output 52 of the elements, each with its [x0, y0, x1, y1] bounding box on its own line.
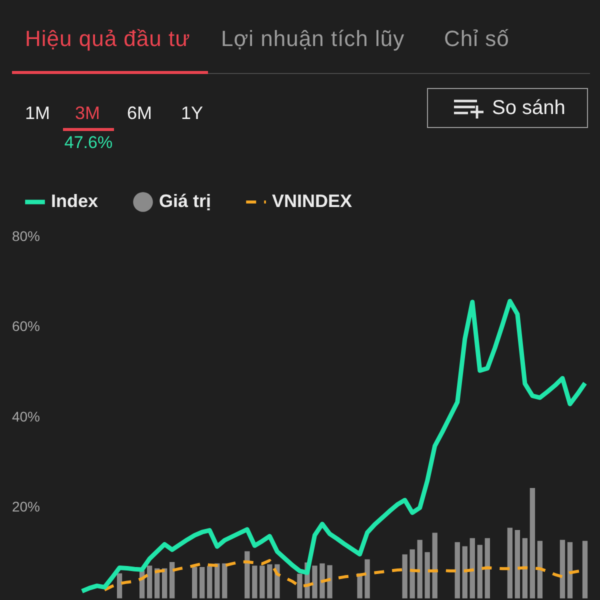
bar — [462, 546, 468, 598]
text: 3M — [75, 102, 100, 124]
bar — [530, 488, 536, 598]
y-tick-label: 40% — [12, 408, 40, 424]
bar — [260, 566, 265, 598]
bar — [192, 566, 198, 598]
bar — [116, 573, 122, 598]
bar — [470, 538, 475, 598]
bar — [327, 565, 332, 598]
bar — [484, 538, 490, 598]
bar — [297, 574, 302, 598]
text: Lợi nhuận tích lũy — [221, 26, 405, 52]
y-tick-label: 60% — [12, 318, 40, 334]
bar — [560, 540, 566, 598]
legend-label: VNINDEX — [272, 190, 352, 211]
y-tick-label: 20% — [12, 498, 40, 515]
text: Chỉ số — [444, 26, 510, 52]
bar — [312, 566, 318, 598]
legend-label: Giá trị — [159, 190, 212, 211]
bar — [424, 552, 430, 598]
text: 6M — [127, 102, 152, 124]
bar — [162, 568, 168, 598]
bar — [477, 544, 482, 598]
bar — [267, 564, 272, 598]
bar — [417, 540, 422, 598]
bar — [432, 532, 438, 598]
bar — [207, 566, 212, 598]
bar — [252, 566, 258, 598]
bar — [364, 559, 370, 598]
bar — [582, 540, 588, 598]
bar — [514, 530, 520, 598]
bar — [402, 554, 408, 598]
bar — [222, 563, 228, 598]
text: 1M — [25, 102, 50, 124]
bar — [200, 566, 205, 598]
chart-title: Hiệu quả đầu tư — [25, 26, 190, 52]
bar — [537, 540, 543, 598]
bar — [146, 566, 152, 598]
bar — [320, 563, 325, 598]
bar — [567, 542, 573, 598]
bar — [454, 542, 460, 598]
bar — [170, 562, 175, 598]
legend-label: Index — [51, 190, 98, 211]
text: 47.6% — [64, 132, 113, 154]
bar — [214, 563, 220, 598]
text: 1Y — [181, 102, 204, 124]
bar — [244, 551, 250, 598]
text: So sánh — [492, 96, 566, 120]
bar — [507, 528, 513, 598]
bar — [522, 538, 528, 598]
bar — [410, 549, 415, 598]
y-tick-label: 80% — [12, 228, 40, 244]
